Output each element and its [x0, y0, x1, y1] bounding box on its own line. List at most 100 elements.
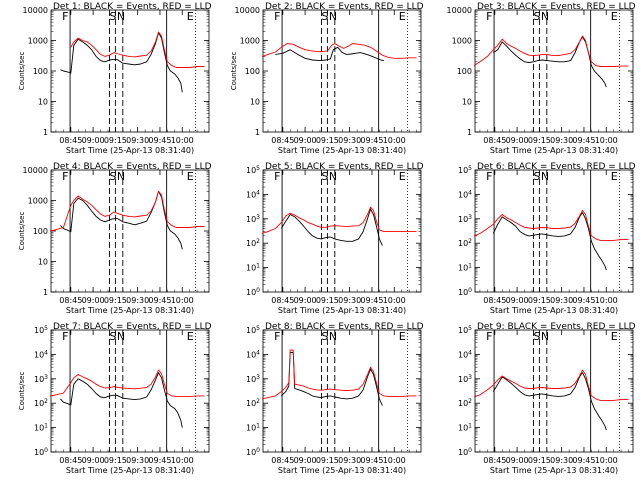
series-events-line [280, 208, 383, 246]
y-tick-label: 10 [38, 98, 48, 107]
x-axis-title: Start Time (25-Apr-13 08:31:40) [66, 146, 194, 155]
x-tick-label: 09:30 [338, 136, 361, 145]
y-tick-label: 10000 [447, 6, 472, 15]
x-tick-label: 08:45 [483, 296, 506, 305]
marker-label-s: S [321, 330, 328, 343]
x-tick-label: 09:15 [316, 296, 339, 305]
x-tick-label: 09:45 [148, 136, 171, 145]
marker-label-n: N [117, 330, 125, 343]
marker-label-n: N [329, 330, 337, 343]
x-axis-title: Start Time (25-Apr-13 08:31:40) [278, 306, 406, 315]
x-tick-label: 09:30 [550, 136, 573, 145]
x-tick-label: 08:45 [483, 136, 506, 145]
y-tick-label: 101 [246, 263, 260, 273]
x-tick-label: 09:30 [126, 296, 149, 305]
y-tick-label: 105 [458, 165, 472, 175]
y-tick-label: 10 [250, 98, 260, 107]
panel-title: Det 2: BLACK = Events, RED = LLD [265, 2, 424, 12]
x-tick-label: 09:45 [360, 136, 383, 145]
x-tick-label: 09:00 [506, 296, 529, 305]
marker-label-e: E [187, 330, 194, 343]
panel-det-8: Det 8: BLACK = Events, RED = LLD 100 101 10… [246, 322, 424, 475]
x-tick-label: 10:00 [383, 456, 406, 465]
x-tick-label: 08:45 [59, 456, 82, 465]
y-tick-label: 100 [458, 447, 472, 457]
x-tick-label: 09:45 [572, 136, 595, 145]
x-tick-label: 09:00 [294, 296, 317, 305]
x-tick-label: 10:00 [383, 136, 406, 145]
panel-det-4: Det 4: BLACK = Events, RED = LLD 1 10 100 10… [18, 162, 212, 315]
y-tick-label: 102 [34, 398, 48, 408]
marker-label-n: N [117, 170, 125, 183]
x-tick-label: 09:00 [82, 456, 105, 465]
y-tick-label: 104 [246, 349, 260, 359]
y-tick-label: 101 [34, 423, 48, 433]
panel-title: Det 8: BLACK = Events, RED = LLD [265, 322, 424, 332]
y-tick-label: 100 [457, 67, 472, 76]
y-tick-label: 102 [458, 398, 472, 408]
series-lld-line [473, 209, 629, 241]
x-tick-label: 09:00 [506, 456, 529, 465]
y-tick-label: 100 [33, 227, 48, 236]
panel-title: Det 7: BLACK = Events, RED = LLD [53, 322, 212, 332]
x-tick-label: 08:45 [271, 456, 294, 465]
x-tick-label: 09:15 [528, 136, 551, 145]
y-tick-label: 103 [34, 374, 48, 384]
plot-frame [50, 9, 210, 133]
series-lld-line [261, 206, 417, 234]
plot-frame [262, 329, 422, 453]
panel-det-6: Det 6: BLACK = Events, RED = LLD 100 101 10… [458, 162, 636, 315]
y-axis-title: Counts/sec [18, 212, 26, 251]
panel-det-7: Det 7: BLACK = Events, RED = LLD 100 101 10… [18, 322, 212, 475]
y-tick-label: 102 [458, 238, 472, 248]
series-lld-line [49, 190, 205, 232]
y-tick-label: 100 [245, 67, 260, 76]
marker-label-s: S [321, 170, 328, 183]
x-tick-label: 09:15 [528, 296, 551, 305]
y-tick-label: 1 [43, 288, 48, 297]
y-tick-label: 103 [246, 214, 260, 224]
plot-frame [474, 9, 634, 133]
x-tick-label: 09:15 [104, 456, 127, 465]
y-tick-label: 1000 [240, 37, 260, 46]
x-tick-label: 09:45 [360, 296, 383, 305]
marker-label-f: F [62, 170, 68, 183]
x-tick-label: 10:00 [383, 296, 406, 305]
x-tick-label: 10:00 [595, 456, 618, 465]
marker-label-s: S [109, 10, 116, 23]
marker-label-n: N [329, 10, 337, 23]
y-axis-title: Counts/sec [18, 52, 26, 91]
x-tick-label: 10:00 [171, 456, 194, 465]
x-axis-title: Start Time (25-Apr-13 08:31:40) [66, 466, 194, 475]
panel-det-1: Det 1: BLACK = Events, RED = LLD 1 10 100 10… [18, 2, 212, 155]
y-tick-label: 100 [246, 447, 260, 457]
marker-label-s: S [533, 10, 540, 23]
marker-label-n: N [541, 10, 549, 23]
x-tick-label: 09:00 [506, 136, 529, 145]
x-tick-label: 08:45 [59, 296, 82, 305]
series-lld-line [473, 35, 629, 67]
panel-title: Det 1: BLACK = Events, RED = LLD [53, 2, 212, 12]
y-tick-label: 10000 [23, 166, 48, 175]
marker-label-f: F [486, 10, 492, 23]
marker-label-f: F [62, 10, 68, 23]
x-tick-label: 09:30 [550, 296, 573, 305]
series-lld-line [70, 31, 205, 68]
plot-frame [50, 169, 210, 293]
x-tick-label: 10:00 [595, 296, 618, 305]
x-tick-label: 09:30 [338, 296, 361, 305]
x-tick-label: 09:45 [572, 456, 595, 465]
y-tick-label: 105 [458, 325, 472, 335]
y-tick-label: 10000 [23, 6, 48, 15]
marker-label-s: S [109, 330, 116, 343]
series-events-line [60, 190, 183, 250]
x-tick-label: 09:45 [148, 456, 171, 465]
y-tick-label: 1 [255, 128, 260, 137]
x-tick-label: 09:15 [316, 456, 339, 465]
x-axis-title: Start Time (25-Apr-13 08:31:40) [278, 146, 406, 155]
x-tick-label: 09:30 [550, 456, 573, 465]
y-tick-label: 101 [246, 423, 260, 433]
y-tick-label: 1 [467, 128, 472, 137]
panel-title: Det 5: BLACK = Events, RED = LLD [265, 162, 424, 172]
